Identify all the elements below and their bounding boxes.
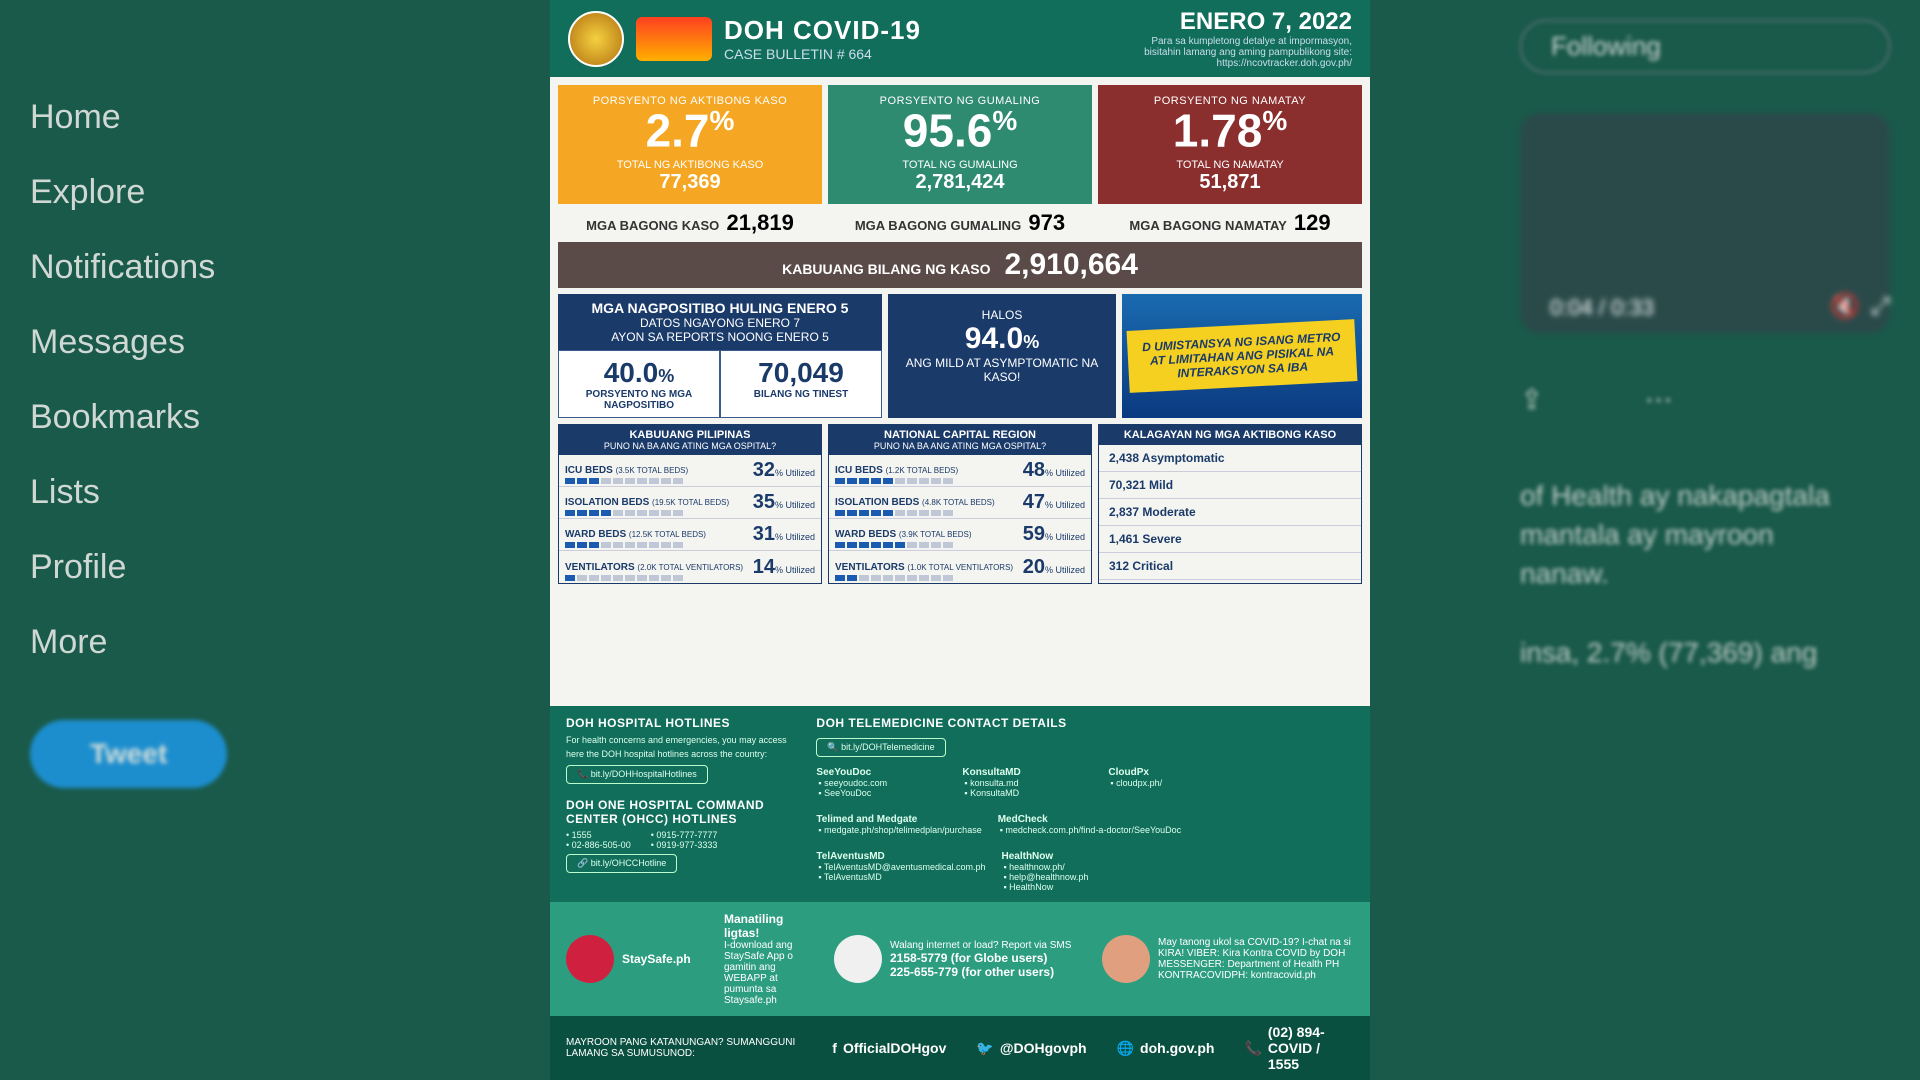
telemedicine-provider: CloudPx▪ cloudpx.ph/ [1108, 767, 1238, 798]
case-status-row: 312 Critical [1099, 553, 1361, 580]
bulletin-date: ENERO 7, 2022 [1112, 8, 1352, 36]
summary-cards: PORSYENTO NG AKTIBONG KASO 2.7% TOTAL NG… [558, 85, 1362, 204]
tests-count: 70,049 BILANG NG TINEST [720, 350, 882, 418]
telemedicine-provider: MedCheck▪ medcheck.com.ph/find-a-doctor/… [998, 814, 1181, 835]
new-cases-row: MGA BAGONG KASO 21,819 MGA BAGONG GUMALI… [558, 210, 1362, 236]
bed-utilization-row: ISOLATION BEDS (19.5K TOTAL BEDS) 35% Ut… [559, 487, 821, 519]
distancing-reminder: D UMISTANSYA NG ISANG METRO AT LIMITAHAN… [1122, 294, 1362, 418]
new-recovered: MGA BAGONG GUMALING 973 [828, 210, 1092, 236]
website-link[interactable]: 🌐 doh.gov.ph [1117, 1040, 1215, 1057]
new-deaths: MGA BAGONG NAMATAY 129 [1098, 210, 1362, 236]
tanod-icon [834, 935, 882, 983]
bed-utilization-row: WARD BEDS (3.9K TOTAL BEDS) 59% Utilized [829, 519, 1091, 551]
doh-logo-icon [568, 11, 624, 67]
case-status-row: 2,837 Moderate [1099, 499, 1361, 526]
positivity-rate: 40.0% PORSYENTO NG MGA NAGPOSITIBO [558, 350, 720, 418]
nav-lists[interactable]: Lists [30, 455, 340, 530]
nav-messages[interactable]: Messages [30, 305, 340, 380]
twitter-link[interactable]: 🐦 @DOHgovph [976, 1040, 1086, 1057]
beds-ncr: NATIONAL CAPITAL REGIONPUNO NA BA ANG AT… [828, 424, 1092, 584]
more-icon[interactable]: ⋯ [1645, 384, 1673, 415]
nav-more[interactable]: More [30, 605, 340, 680]
video-thumbnail[interactable]: 0:04 / 0:33 🔇 ⤢ [1520, 113, 1890, 333]
total-cases-bar: KABUUANG BILANG NG KASO 2,910,664 [558, 242, 1362, 288]
telemedicine-provider: HealthNow▪ healthnow.ph/▪ help@healthnow… [1001, 851, 1131, 892]
bed-utilization-row: VENTILATORS (1.0K TOTAL VENTILATORS) 20%… [829, 551, 1091, 583]
nav-bookmarks[interactable]: Bookmarks [30, 380, 340, 455]
telemedicine-provider: Telimed and Medgate▪ medgate.ph/shop/tel… [816, 814, 981, 835]
volume-mute-icon[interactable]: 🔇 [1830, 292, 1860, 321]
mild-asymptomatic-box: HALOS 94.0% ANG MILD AT ASYMPTOMATIC NA … [888, 294, 1116, 418]
active-cases-card: PORSYENTO NG AKTIBONG KASO 2.7% TOTAL NG… [558, 85, 822, 204]
social-footer: MAYROON PANG KATANUNGAN? SUMANGGUNI LAMA… [550, 1016, 1370, 1080]
bed-utilization-row: VENTILATORS (2.0K TOTAL VENTILATORS) 14%… [559, 551, 821, 583]
kira-avatar-icon [1102, 935, 1150, 983]
case-status-breakdown: KALAGAYAN NG MGA AKTIBONG KASO 2,438 Asy… [1098, 424, 1362, 584]
hospital-utilization: KABUUANG PILIPINASPUNO NA BA ANG ATING M… [558, 424, 1362, 584]
bulletin-header: DOH COVID-19 CASE BULLETIN # 664 ENERO 7… [550, 0, 1370, 77]
bed-utilization-row: ISOLATION BEDS (4.8K TOTAL BEDS) 47% Uti… [829, 487, 1091, 519]
bida-logo-icon [636, 17, 712, 61]
staysafe-icon [566, 935, 614, 983]
nav-explore[interactable]: Explore [30, 155, 340, 230]
case-status-row: 70,321 Mild [1099, 472, 1361, 499]
case-status-row: 2,438 Asymptomatic [1099, 445, 1361, 472]
telemedicine-provider: KonsultaMD▪ konsulta.md▪ KonsultaMD [962, 767, 1092, 798]
facebook-link[interactable]: f OfficialDOHgov [832, 1040, 946, 1056]
tweet-button[interactable]: Tweet [30, 720, 227, 788]
expand-icon[interactable]: ⤢ [1871, 293, 1890, 321]
contact-footer: DOH HOSPITAL HOTLINES For health concern… [550, 706, 1370, 902]
telemedicine-provider: TelAventusMD▪ TelAventusMD@aventusmedica… [816, 851, 985, 892]
recovered-card: PORSYENTO NG GUMALING 95.6% TOTAL NG GUM… [828, 85, 1092, 204]
video-time: 0:04 / 0:33 [1550, 295, 1654, 321]
new-cases: MGA BAGONG KASO 21,819 [558, 210, 822, 236]
deaths-card: PORSYENTO NG NAMATAY 1.78% TOTAL NG NAMA… [1098, 85, 1362, 204]
right-column: Following 0:04 / 0:33 🔇 ⤢ ⇪ ⋯ of Health … [1520, 20, 1890, 672]
telemedicine-link[interactable]: 🔍 bit.ly/DOHTelemedicine [816, 738, 945, 757]
doh-covid-bulletin: DOH COVID-19 CASE BULLETIN # 664 ENERO 7… [550, 0, 1370, 1080]
nav-home[interactable]: Home [30, 80, 340, 155]
telemedicine-provider: SeeYouDoc▪ seeyoudoc.com▪ SeeYouDoc [816, 767, 946, 798]
positivity-row: MGA NAGPOSITIBO HULING ENERO 5 DATOS NGA… [558, 294, 1362, 418]
following-button[interactable]: Following [1520, 20, 1890, 73]
hotlines-link[interactable]: 📞 bit.ly/DOHHospitalHotlines [566, 765, 708, 784]
tweet-body-text: of Health ay nakapagtala mantala ay mayr… [1520, 476, 1890, 672]
nav-notifications[interactable]: Notifications [30, 230, 340, 305]
twitter-sidebar: Home Explore Notifications Messages Book… [0, 0, 340, 1080]
bed-utilization-row: ICU BEDS (3.5K TOTAL BEDS) 32% Utilized [559, 455, 821, 487]
bed-utilization-row: ICU BEDS (1.2K TOTAL BEDS) 48% Utilized [829, 455, 1091, 487]
bed-utilization-row: WARD BEDS (12.5K TOTAL BEDS) 31% Utilize… [559, 519, 821, 551]
apps-footer: StaySafe.ph Manatiling ligtas! I-downloa… [550, 902, 1370, 1016]
nav-profile[interactable]: Profile [30, 530, 340, 605]
beds-philippines: KABUUANG PILIPINASPUNO NA BA ANG ATING M… [558, 424, 822, 584]
positivity-box: MGA NAGPOSITIBO HULING ENERO 5 DATOS NGA… [558, 294, 882, 418]
phone-hotline[interactable]: 📞 (02) 894-COVID / 1555 [1244, 1024, 1354, 1072]
case-status-row: 1,461 Severe [1099, 526, 1361, 553]
ohcc-link[interactable]: 🔗 bit.ly/OHCCHotline [566, 854, 677, 873]
bulletin-title: DOH COVID-19 [724, 15, 921, 46]
share-icon[interactable]: ⇪ [1520, 384, 1543, 415]
bulletin-number: CASE BULLETIN # 664 [724, 46, 921, 62]
bulletin-note: Para sa kumpletong detalye at impormasyo… [1112, 36, 1352, 69]
